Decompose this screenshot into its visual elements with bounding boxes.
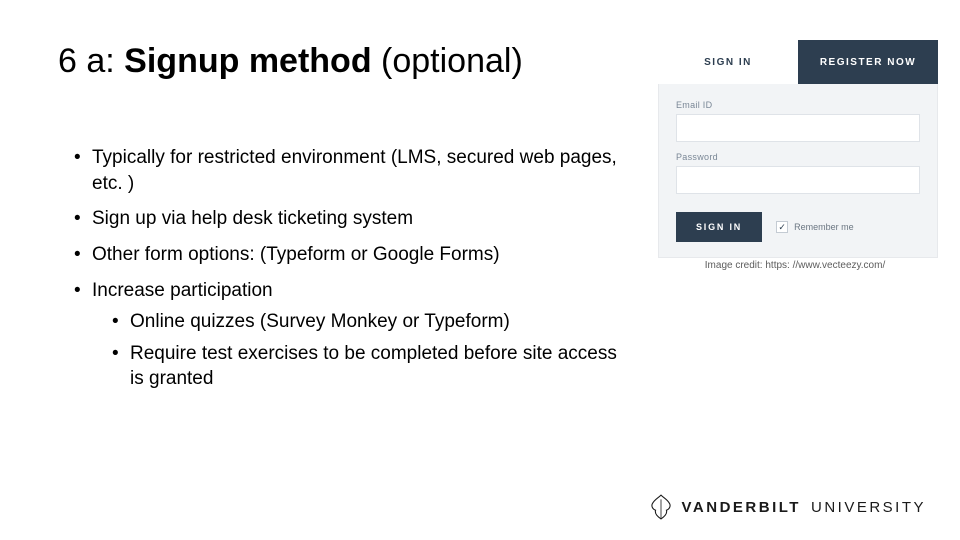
bullet-4a: Online quizzes (Survey Monkey or Typefor… (92, 309, 630, 335)
title-prefix: 6 a: (58, 42, 124, 80)
oak-leaf-icon (650, 494, 672, 520)
password-field[interactable] (676, 166, 920, 194)
remember-label: Remember me (794, 222, 854, 232)
remember-me[interactable]: ✓ Remember me (776, 221, 854, 233)
logo-word-2: UNIVERSITY (811, 499, 926, 516)
tab-register[interactable]: REGISTER NOW (798, 40, 938, 84)
slide-body: Typically for restricted environment (LM… (70, 145, 630, 402)
image-credit: Image credit: https: //www.vecteezy.com/ (660, 260, 930, 271)
title-suffix: (optional) (372, 42, 523, 80)
vanderbilt-logo: VANDERBILT UNIVERSITY (650, 494, 926, 520)
password-label: Password (676, 152, 920, 162)
form-tabs: SIGN IN REGISTER NOW (658, 40, 938, 84)
bullet-1: Typically for restricted environment (LM… (70, 145, 630, 196)
bullet-4-text: Increase participation (92, 280, 273, 301)
signin-form: SIGN IN REGISTER NOW Email ID Password S… (658, 40, 938, 258)
email-label: Email ID (676, 100, 920, 110)
signin-button[interactable]: SIGN IN (676, 212, 762, 242)
email-field[interactable] (676, 114, 920, 142)
bullet-3: Other form options: (Typeform or Google … (70, 242, 630, 268)
logo-word-1: VANDERBILT (682, 499, 801, 516)
bullet-4: Increase participation Online quizzes (S… (70, 278, 630, 393)
slide-title: 6 a: Signup method (optional) (58, 42, 523, 81)
title-bold: Signup method (124, 42, 371, 80)
bullet-4b: Require test exercises to be completed b… (92, 341, 630, 392)
remember-checkbox[interactable]: ✓ (776, 221, 788, 233)
bullet-2: Sign up via help desk ticketing system (70, 206, 630, 232)
tab-signin[interactable]: SIGN IN (658, 40, 798, 84)
